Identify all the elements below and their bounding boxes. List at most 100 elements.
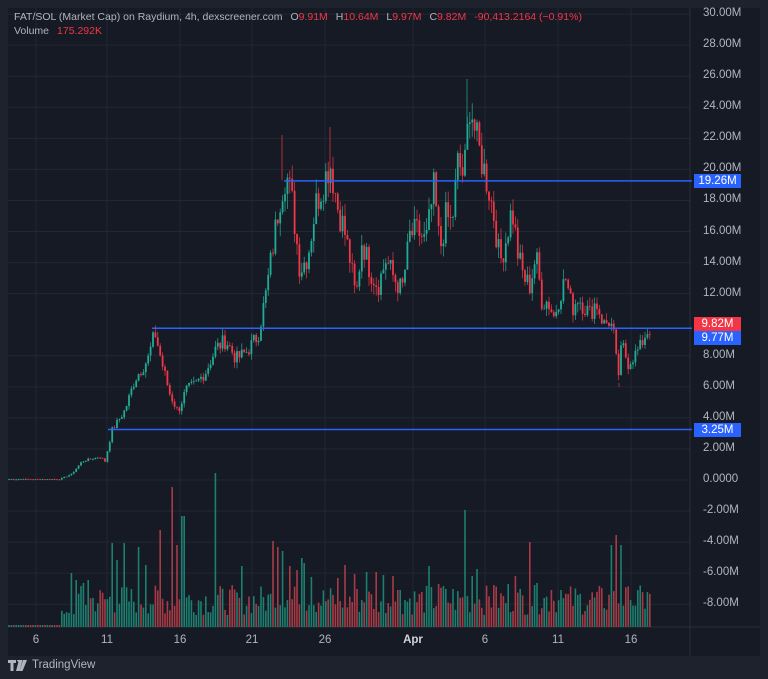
volume-bar	[339, 601, 341, 627]
volume-bar	[512, 610, 514, 627]
volume-bar	[625, 587, 627, 627]
candle-body	[416, 218, 418, 221]
volume-bar	[601, 588, 603, 627]
volume-bar	[639, 585, 641, 627]
candle-body	[149, 346, 152, 356]
volume-bar	[80, 586, 82, 627]
candle-body	[411, 230, 414, 236]
volume-bar	[293, 586, 296, 627]
volume-bar	[581, 614, 584, 627]
volume-bar	[284, 607, 286, 627]
candle-body	[305, 262, 308, 270]
candle-body	[588, 305, 591, 307]
candle-body	[334, 193, 337, 195]
volume-bar	[221, 588, 224, 627]
volume-bar	[365, 572, 368, 627]
volume-bar	[241, 566, 243, 627]
volume-bar	[260, 586, 262, 627]
volume-bar	[68, 612, 70, 627]
volume-bar	[61, 610, 63, 627]
volume-bar	[425, 586, 428, 627]
volume-bar	[459, 597, 461, 627]
volume-bar	[502, 595, 505, 627]
candle-body	[250, 340, 253, 355]
candle-body	[75, 468, 78, 472]
candle-body	[471, 119, 474, 123]
volume-bar	[610, 545, 613, 627]
candle-body	[77, 465, 80, 469]
time-axis-label: 6	[32, 634, 40, 646]
candle-body	[322, 201, 325, 203]
candle-body	[408, 230, 411, 242]
candle-body	[12, 479, 15, 480]
volume-bar	[476, 569, 478, 627]
candle-body	[236, 351, 238, 363]
candle-body	[200, 376, 202, 379]
volume-bar	[109, 596, 111, 627]
candle-body	[96, 457, 99, 459]
candle-body	[389, 259, 392, 264]
volume-bar	[17, 625, 20, 627]
candle-body	[216, 342, 219, 347]
tradingview-branding[interactable]: TradingView	[8, 659, 95, 671]
chart-pane[interactable]	[8, 8, 760, 656]
volume-bar	[553, 600, 555, 627]
volume-bar	[13, 625, 15, 627]
candle-body	[483, 163, 486, 175]
candle-body	[123, 410, 126, 418]
candle-body	[444, 202, 447, 244]
candle-body	[375, 285, 378, 288]
candle-body	[209, 364, 212, 369]
volume-bar	[356, 589, 358, 627]
volume-bar	[344, 565, 346, 627]
volume-bar	[490, 607, 493, 627]
candle-body	[502, 258, 505, 263]
candle-body	[509, 210, 512, 238]
candle-body	[173, 401, 176, 407]
volume-bar	[433, 608, 435, 627]
volume-bar	[550, 590, 553, 627]
price-level-tag: 3.25M	[694, 422, 741, 437]
candle-body	[53, 479, 56, 480]
volume-bar	[632, 605, 634, 627]
candle-body	[317, 193, 320, 209]
volume-bar	[466, 596, 469, 627]
candle-body	[629, 364, 632, 370]
volume-bar	[538, 614, 541, 627]
price-axis-label: 0.0000	[703, 473, 739, 485]
candle-body	[183, 392, 186, 404]
price-axis-label: 6.00M	[703, 379, 735, 392]
candle-body	[447, 202, 450, 218]
volume-bar	[394, 601, 397, 627]
candle-body	[221, 335, 224, 349]
volume-bar	[495, 586, 497, 627]
volume-bar	[454, 609, 457, 627]
candle-body	[603, 320, 606, 324]
volume-bar	[128, 601, 130, 627]
candle-body	[22, 479, 25, 481]
volume-bar	[572, 605, 574, 627]
legend-change: -90,413.2164 (−0.91%)	[474, 11, 582, 23]
candle-body	[497, 239, 500, 248]
candle-body	[226, 345, 229, 350]
volume-bar	[327, 599, 329, 627]
volume-bar	[185, 597, 188, 627]
price-axis-label: 28.00M	[703, 38, 742, 51]
volume-bar	[574, 588, 577, 627]
candle-body	[56, 479, 58, 481]
volume-bar	[584, 611, 586, 627]
candle-body	[176, 406, 178, 408]
candle-body	[461, 167, 464, 176]
volume-bar	[346, 607, 349, 627]
tradingview-logo-icon	[8, 659, 27, 671]
volume-bar	[533, 585, 536, 627]
volume-bar	[277, 547, 279, 627]
candle-body	[512, 210, 514, 225]
volume-bar	[202, 614, 205, 627]
candle-body	[279, 212, 282, 224]
candle-body	[252, 334, 255, 341]
candle-body	[428, 209, 430, 230]
volume-bar	[85, 604, 87, 627]
candle-body	[636, 349, 639, 351]
